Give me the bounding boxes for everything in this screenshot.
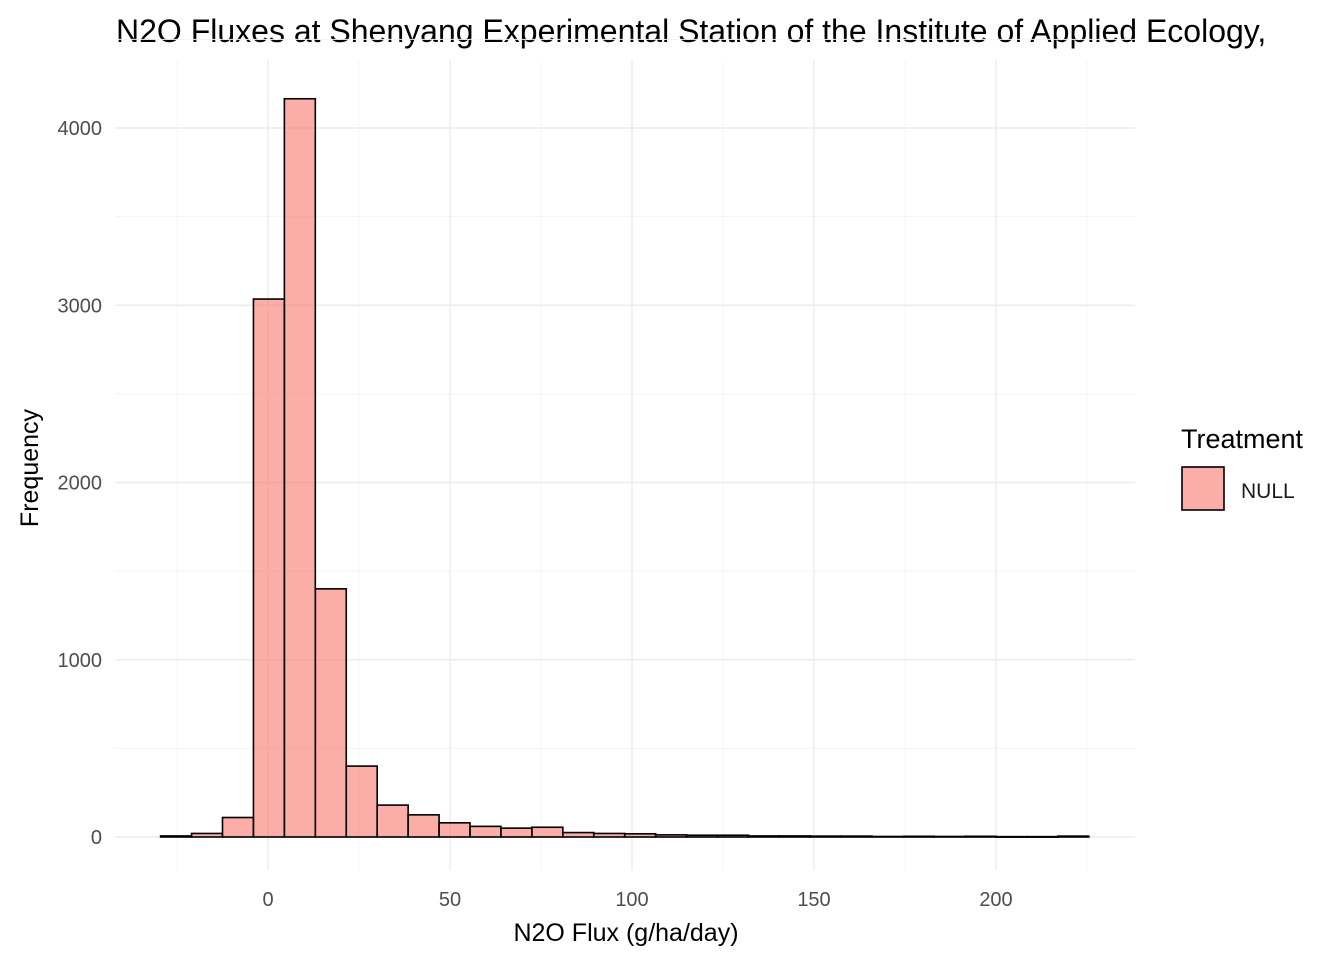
- histogram-bar: [500, 827, 533, 838]
- y-tick-label: 1000: [58, 650, 103, 672]
- histogram-bar: [221, 816, 255, 838]
- histogram-bar: [376, 804, 409, 838]
- y-tick-label: 0: [91, 827, 102, 849]
- legend-title: Treatment: [1181, 424, 1304, 454]
- histogram-bar: [654, 834, 688, 838]
- histogram-bar: [778, 835, 812, 838]
- y-tick-label: 3000: [58, 295, 103, 317]
- histogram-bar: [1026, 835, 1059, 838]
- histogram-bar: [190, 832, 224, 838]
- histogram-bar: [995, 835, 1028, 838]
- x-tick-label: 50: [439, 889, 461, 911]
- histogram-bar: [592, 832, 626, 838]
- histogram-bar: [531, 826, 564, 838]
- histogram-bar: [840, 835, 874, 838]
- x-tick-label: 0: [262, 889, 273, 911]
- legend-label-null: NULL: [1241, 480, 1295, 503]
- histogram-bar: [438, 822, 471, 838]
- x-tick-label: 200: [979, 889, 1012, 911]
- x-axis-title: N2O Flux (g/ha/day): [513, 919, 738, 947]
- legend: Treatment NULL: [1181, 424, 1304, 511]
- histogram-bar: [933, 835, 966, 838]
- histogram-bars: [159, 97, 1090, 838]
- histogram-bar: [964, 835, 997, 838]
- histogram-bar: [809, 835, 843, 838]
- histogram-bar: [562, 831, 595, 838]
- histogram-bar: [623, 833, 657, 838]
- x-axis-tick-labels: 0 50 100 150 200: [262, 889, 1012, 911]
- y-axis-title: Frequency: [16, 408, 44, 527]
- histogram-bar: [283, 97, 317, 838]
- histogram-bar: [747, 835, 781, 838]
- histogram-bar: [345, 765, 379, 838]
- histogram-bar: [685, 834, 719, 838]
- histogram-bar: [407, 814, 440, 838]
- histogram-bar: [871, 835, 904, 838]
- histogram-bar: [252, 298, 286, 838]
- legend-key-null: [1181, 466, 1225, 511]
- x-tick-label: 100: [615, 889, 648, 911]
- x-tick-label: 150: [797, 889, 830, 911]
- y-tick-label: 4000: [58, 118, 103, 140]
- chart-title: N2O Fluxes at Shenyang Experimental Stat…: [116, 13, 1266, 49]
- y-axis-tick-labels: 0 1000 2000 3000 4000: [58, 118, 103, 849]
- histogram-bar: [902, 835, 935, 838]
- histogram-bar: [159, 835, 193, 838]
- y-tick-label: 2000: [58, 473, 103, 495]
- histogram-bar: [314, 588, 348, 838]
- histogram-bar: [1057, 835, 1090, 838]
- histogram-bar: [716, 834, 750, 838]
- histogram-bar: [469, 825, 502, 838]
